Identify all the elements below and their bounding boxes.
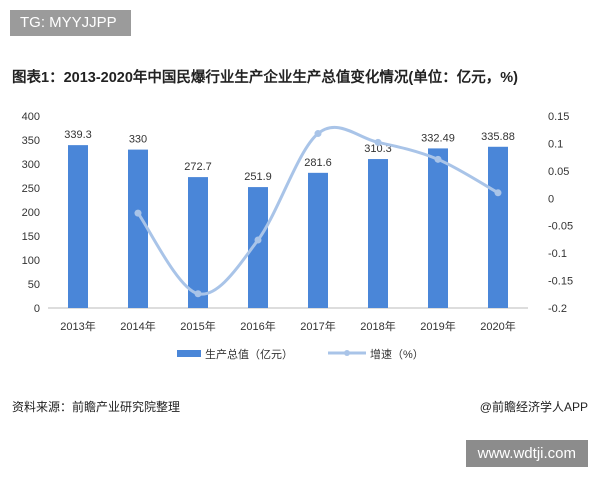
legend-bar-swatch (177, 350, 201, 357)
y-left-tick: 350 (22, 135, 40, 147)
y-left-tick: 400 (22, 111, 40, 123)
data-label: 251.9 (244, 171, 272, 183)
watermark: www.wdtji.com (465, 440, 588, 467)
legend-line-label: 增速（%） (370, 347, 424, 361)
y-right-tick: -0.15 (548, 276, 573, 288)
y-left-tick: 0 (34, 303, 40, 315)
x-tick: 2016年 (240, 319, 275, 333)
y-left-tick: 200 (22, 207, 40, 219)
bar (248, 187, 268, 308)
growth-point (494, 189, 502, 197)
y-left-tick: 150 (22, 231, 40, 243)
legend-line-marker (344, 350, 350, 356)
x-tick: 2020年 (480, 319, 515, 333)
y-left-tick: 300 (22, 159, 40, 171)
x-tick: 2018年 (360, 319, 395, 333)
x-tick: 2017年 (300, 319, 335, 333)
source-note: 资料来源：前瞻产业研究院整理 (12, 400, 181, 414)
bar (308, 172, 328, 308)
data-label: 281.6 (304, 157, 332, 169)
y-left-tick: 250 (22, 183, 40, 195)
y-right-tick: -0.05 (548, 221, 573, 233)
x-tick: 2014年 (120, 319, 155, 333)
data-label: 330 (129, 134, 147, 146)
growth-point (374, 138, 382, 146)
tag-label: TG: MYYJJPP (10, 10, 131, 36)
y-right-tick: -0.2 (548, 303, 567, 315)
growth-point (134, 209, 142, 217)
bar (68, 145, 88, 308)
chart-title: 图表1：2013-2020年中国民爆行业生产企业生产总值变化情况(单位：亿元，%… (12, 70, 518, 86)
y-right-tick: 0.1 (548, 138, 563, 150)
bar (128, 149, 148, 308)
x-tick: 2019年 (420, 319, 455, 333)
growth-point (254, 236, 262, 244)
legend-bar-label: 生产总值（亿元） (205, 347, 293, 361)
data-label: 339.3 (64, 129, 92, 141)
chart-svg: 0 50 100 150 200 250 300 350 400 -0.2 -0.15 -0.1 -0.… (22, 111, 573, 361)
y-right-tick: 0 (548, 193, 554, 205)
y-right-tick: 0.05 (548, 166, 569, 178)
x-tick: 2015年 (180, 319, 215, 333)
growth-point (194, 290, 202, 298)
data-label: 335.88 (481, 131, 515, 143)
y-left-tick: 100 (22, 255, 40, 267)
bar (368, 159, 388, 308)
growth-point (434, 155, 442, 163)
data-label: 310.3 (364, 143, 392, 155)
bar (428, 148, 448, 308)
bar (188, 177, 208, 308)
data-label: 272.7 (184, 161, 212, 173)
y-right-tick: -0.1 (548, 248, 567, 260)
y-right-tick: 0.15 (548, 111, 569, 123)
x-tick: 2013年 (60, 319, 95, 333)
bar (488, 146, 508, 308)
y-left-tick: 50 (28, 279, 40, 291)
growth-point (314, 130, 322, 138)
data-label: 332.49 (421, 132, 455, 144)
brand-note: @前瞻经济学人APP (479, 400, 588, 414)
